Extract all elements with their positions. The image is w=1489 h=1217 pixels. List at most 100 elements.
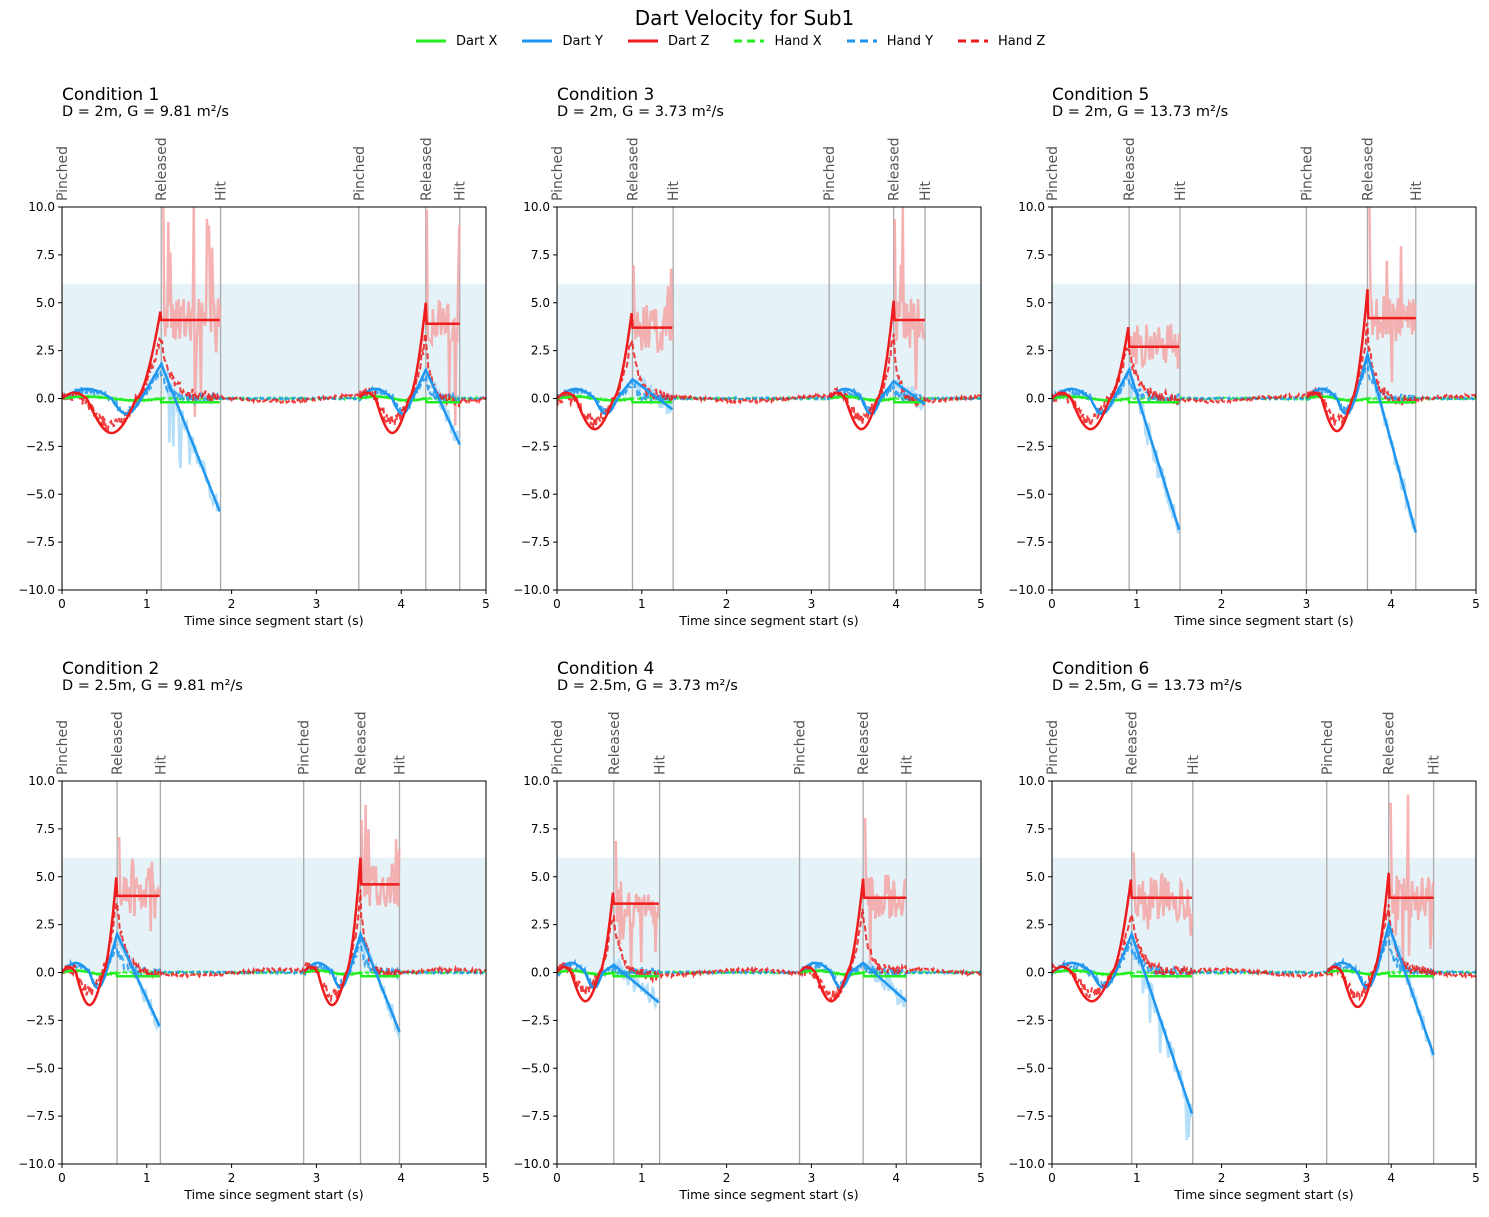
event-label-hit: Hit — [918, 181, 934, 201]
event-label-pinched: Pinched — [550, 720, 566, 775]
y-tick-label: 2.5 — [1026, 918, 1045, 932]
y-tick-label: 7.5 — [531, 248, 550, 262]
x-tick-label: 1 — [638, 1171, 646, 1185]
y-tick-label: −5.0 — [521, 487, 550, 501]
legend-label: Hand X — [774, 33, 822, 49]
dart-z-raw-series — [1129, 324, 1181, 369]
dart-z-raw-series — [632, 265, 674, 354]
subplot-condition-3: Condition 5D = 2m, G = 13.73 m²/s Pinched… — [1008, 85, 1480, 628]
hand-z-series — [1052, 322, 1476, 426]
event-label-pinched: Pinched — [297, 720, 313, 775]
event-label-released: Released — [1360, 137, 1376, 201]
y-tick-label: −2.5 — [26, 439, 55, 453]
hand-z-series — [1052, 904, 1476, 1002]
dart-z-raw-series — [1367, 207, 1417, 383]
y-tick-label: 10.0 — [1018, 200, 1045, 214]
dart-z-raw-series — [360, 804, 401, 907]
subplot-subtitle: D = 2m, G = 13.73 m²/s — [1052, 104, 1228, 120]
dart-y-series — [1052, 920, 1435, 1114]
y-tick-label: −7.5 — [1016, 535, 1045, 549]
dart-z-raw-series — [425, 209, 461, 426]
y-tick-label: −7.5 — [26, 535, 55, 549]
event-label-hit: Hit — [1427, 755, 1443, 775]
dart-y-series — [557, 961, 908, 1004]
subplot-title: Condition 3 — [557, 85, 654, 105]
x-tick-label: 2 — [1218, 597, 1226, 611]
event-label-pinched: Pinched — [822, 146, 838, 201]
x-tick-label: 3 — [1303, 597, 1311, 611]
y-tick-label: −5.0 — [26, 487, 55, 501]
x-tick-label: 0 — [1048, 597, 1056, 611]
dart-z-series — [557, 878, 907, 1003]
dart-z-raw-series — [893, 207, 925, 390]
dart-y-series — [62, 361, 461, 512]
legend-swatch-dart-y — [522, 39, 553, 43]
x-tick-label: 1 — [1133, 597, 1141, 611]
event-label-hit: Hit — [1186, 755, 1202, 775]
legend-swatch-hand-z — [958, 39, 989, 43]
plot-area — [1052, 207, 1476, 590]
plot-area — [557, 207, 981, 590]
plot-area — [62, 207, 486, 590]
x-tick-label: 2 — [723, 597, 731, 611]
legend-item-hand-x: Hand X — [734, 33, 822, 49]
legend-item-dart-x: Dart X — [416, 34, 497, 49]
x-tick-label: 3 — [808, 1171, 816, 1185]
y-tick-label: 5.0 — [531, 870, 550, 884]
hand-z-series — [557, 333, 981, 429]
event-label-hit: Hit — [1173, 181, 1189, 201]
subplot-condition-5: Condition 4D = 2.5m, G = 3.73 m²/s Pinche… — [513, 659, 985, 1202]
subplot-title: Condition 2 — [62, 659, 159, 679]
event-label-released: Released — [607, 711, 623, 775]
x-tick-label: 1 — [1133, 1171, 1141, 1185]
x-tick-label: 3 — [808, 597, 816, 611]
x-tick-label: 4 — [1387, 597, 1395, 611]
x-tick-label: 4 — [397, 597, 405, 611]
event-label-pinched: Pinched — [55, 720, 71, 775]
y-tick-label: 5.0 — [1026, 296, 1045, 310]
subplot-subtitle: D = 2m, G = 3.73 m²/s — [557, 104, 724, 120]
dart-y-raw-series — [160, 359, 222, 514]
plot-area — [1052, 781, 1476, 1164]
legend-label: Dart Z — [667, 33, 710, 49]
event-label-released: Released — [625, 137, 641, 201]
y-tick-label: 7.5 — [36, 822, 55, 836]
y-tick-label: 7.5 — [1026, 248, 1045, 262]
x-tick-label: 4 — [892, 597, 900, 611]
x-tick-label: 3 — [1303, 1171, 1311, 1185]
y-tick-label: −7.5 — [521, 535, 550, 549]
dart-z-raw-series — [613, 841, 660, 969]
x-tick-label: 5 — [482, 597, 490, 611]
legend-label: Hand Z — [998, 33, 1046, 49]
event-label-pinched: Pinched — [55, 146, 71, 201]
event-label-pinched: Pinched — [1045, 720, 1061, 775]
y-tick-label: −5.0 — [1016, 487, 1045, 501]
y-tick-label: 7.5 — [1026, 822, 1045, 836]
subplot-condition-1: Condition 1D = 2m, G = 9.81 m²/s Pinched R… — [18, 85, 490, 628]
event-label-pinched: Pinched — [1320, 720, 1336, 775]
y-tick-label: 5.0 — [36, 296, 55, 310]
x-tick-label: 1 — [143, 1171, 151, 1185]
y-tick-label: 10.0 — [523, 200, 550, 214]
x-tick-label: 2 — [1218, 1171, 1226, 1185]
legend-item-dart-z: Dart Z — [627, 33, 710, 49]
x-axis-label: Time since segment start (s) — [678, 1187, 858, 1202]
x-tick-label: 2 — [723, 1171, 731, 1185]
y-tick-label: 5.0 — [531, 296, 550, 310]
hand-z-series — [62, 889, 486, 1003]
event-label-hit: Hit — [214, 181, 230, 201]
y-tick-label: −2.5 — [521, 1013, 550, 1027]
y-tick-label: −5.0 — [26, 1061, 55, 1075]
x-tick-label: 4 — [1387, 1171, 1395, 1185]
x-tick-label: 3 — [313, 1171, 321, 1185]
x-tick-label: 0 — [58, 597, 66, 611]
legend-item-hand-z: Hand Z — [958, 34, 1045, 49]
event-label-pinched: Pinched — [352, 146, 368, 201]
event-label-pinched: Pinched — [550, 146, 566, 201]
x-tick-label: 3 — [313, 597, 321, 611]
subplot-title: Condition 1 — [62, 85, 159, 105]
legend-swatch-dart-z — [627, 39, 658, 43]
x-tick-label: 4 — [892, 1171, 900, 1185]
event-label-hit: Hit — [666, 181, 682, 201]
y-tick-label: 0.0 — [531, 966, 550, 980]
